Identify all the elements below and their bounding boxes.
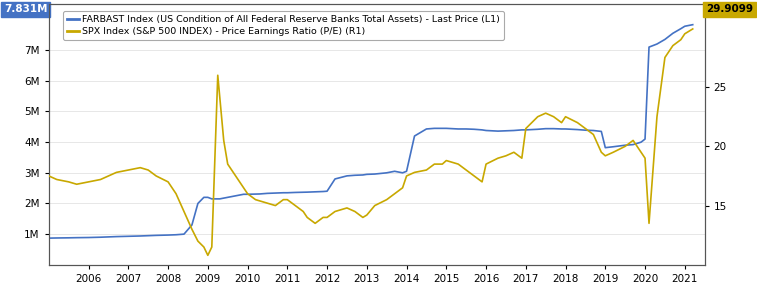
Text: 29.9099: 29.9099 [706,4,753,14]
Legend: FARBAST Index (US Condition of All Federal Reserve Banks Total Assets) - Last Pr: FARBAST Index (US Condition of All Feder… [64,12,504,40]
Text: 7.831M: 7.831M [4,4,48,14]
